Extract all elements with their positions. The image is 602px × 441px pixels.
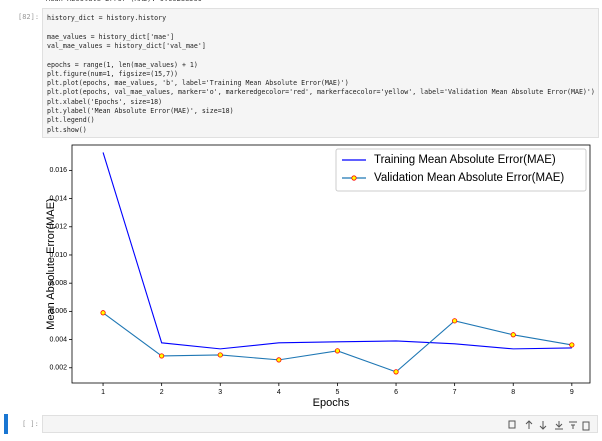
copy-icon[interactable] bbox=[508, 420, 516, 429]
y-tick-label: 0.008 bbox=[49, 280, 67, 287]
empty-cell[interactable]: [ ]: bbox=[0, 414, 602, 434]
legend-marker bbox=[351, 175, 357, 181]
code-line: plt.plot(epochs, val_mae_values, marker=… bbox=[47, 88, 595, 97]
move-down-icon[interactable] bbox=[539, 421, 547, 430]
data-point bbox=[452, 318, 458, 324]
data-point bbox=[100, 310, 106, 316]
chart: 0.002 0.004 0.006 0.008 0.010 0.012 0.014 0.016… bbox=[45, 144, 591, 409]
cell-input[interactable] bbox=[42, 415, 598, 433]
y-tick-label: 0.006 bbox=[49, 308, 67, 315]
legend-label: Training Mean Absolute Error(MAE) bbox=[374, 154, 556, 166]
x-tick-label: 4 bbox=[277, 389, 281, 396]
legend-box bbox=[335, 148, 587, 192]
y-tick-label: 0.014 bbox=[49, 195, 67, 202]
y-tick-label: 0.016 bbox=[49, 167, 67, 174]
data-point bbox=[159, 353, 165, 359]
x-tick-label: 2 bbox=[160, 389, 164, 396]
cell-toolbar bbox=[508, 420, 590, 431]
code-cell[interactable]: history_dict = history.history mae_values… bbox=[42, 8, 599, 138]
x-tick-label: 5 bbox=[335, 389, 339, 396]
x-tick-label: 1 bbox=[101, 389, 105, 396]
code-line: plt.figure(num=1, figsize=(15,7)) bbox=[47, 69, 179, 78]
move-up-icon[interactable] bbox=[525, 420, 533, 429]
data-point bbox=[393, 369, 399, 375]
x-axis-label: Epochs bbox=[313, 397, 350, 409]
plot-frame bbox=[71, 144, 591, 384]
code-line: plt.xlabel('Epochs', size=18) bbox=[47, 97, 163, 106]
cell-prompt: [82]: bbox=[18, 13, 40, 21]
x-tick-label: 3 bbox=[218, 389, 222, 396]
data-point bbox=[276, 357, 282, 363]
data-point bbox=[334, 348, 341, 354]
cell-prompt: [ ]: bbox=[22, 420, 39, 428]
code-line: plt.show() bbox=[47, 125, 87, 134]
data-point bbox=[217, 352, 223, 358]
code-line: history_dict = history.history bbox=[47, 14, 167, 22]
insert-icon[interactable] bbox=[555, 421, 563, 430]
y-axis-label: Mean Absolute Error(MAE) bbox=[45, 198, 57, 329]
series-line bbox=[102, 152, 572, 350]
y-tick-label: 0.010 bbox=[49, 252, 67, 259]
active-indicator bbox=[4, 414, 8, 434]
x-tick-label: 8 bbox=[511, 389, 515, 396]
y-tick-label: 0.012 bbox=[49, 224, 67, 231]
data-point bbox=[569, 342, 575, 348]
format-icon[interactable] bbox=[569, 421, 577, 429]
data-point bbox=[510, 332, 516, 338]
code-line: mae_values = history_dict['mae'] bbox=[47, 32, 175, 41]
x-tick-label: 6 bbox=[394, 389, 398, 396]
x-tick-label: 7 bbox=[453, 389, 457, 396]
code-line: epochs = range(1, len(mae_values) + 1) bbox=[47, 60, 198, 69]
code-line: plt.ylabel('Mean Absolute Error(MAE)', s… bbox=[47, 107, 234, 115]
y-tick-label: 0.002 bbox=[49, 365, 67, 372]
output-text: Mean Absolute Error (MAE): 0.00288569 bbox=[46, 0, 202, 3]
x-tick-label: 9 bbox=[570, 389, 574, 396]
code-line: val_mae_values = history_dict['val_mae'] bbox=[47, 41, 206, 50]
y-tick-label: 0.004 bbox=[49, 336, 67, 343]
delete-icon[interactable] bbox=[582, 421, 590, 431]
legend-label: Validation Mean Absolute Error(MAE) bbox=[374, 172, 564, 184]
code-line: plt.legend() bbox=[47, 116, 95, 125]
code-line: plt.plot(epochs, mae_values, 'b', label=… bbox=[47, 79, 349, 88]
